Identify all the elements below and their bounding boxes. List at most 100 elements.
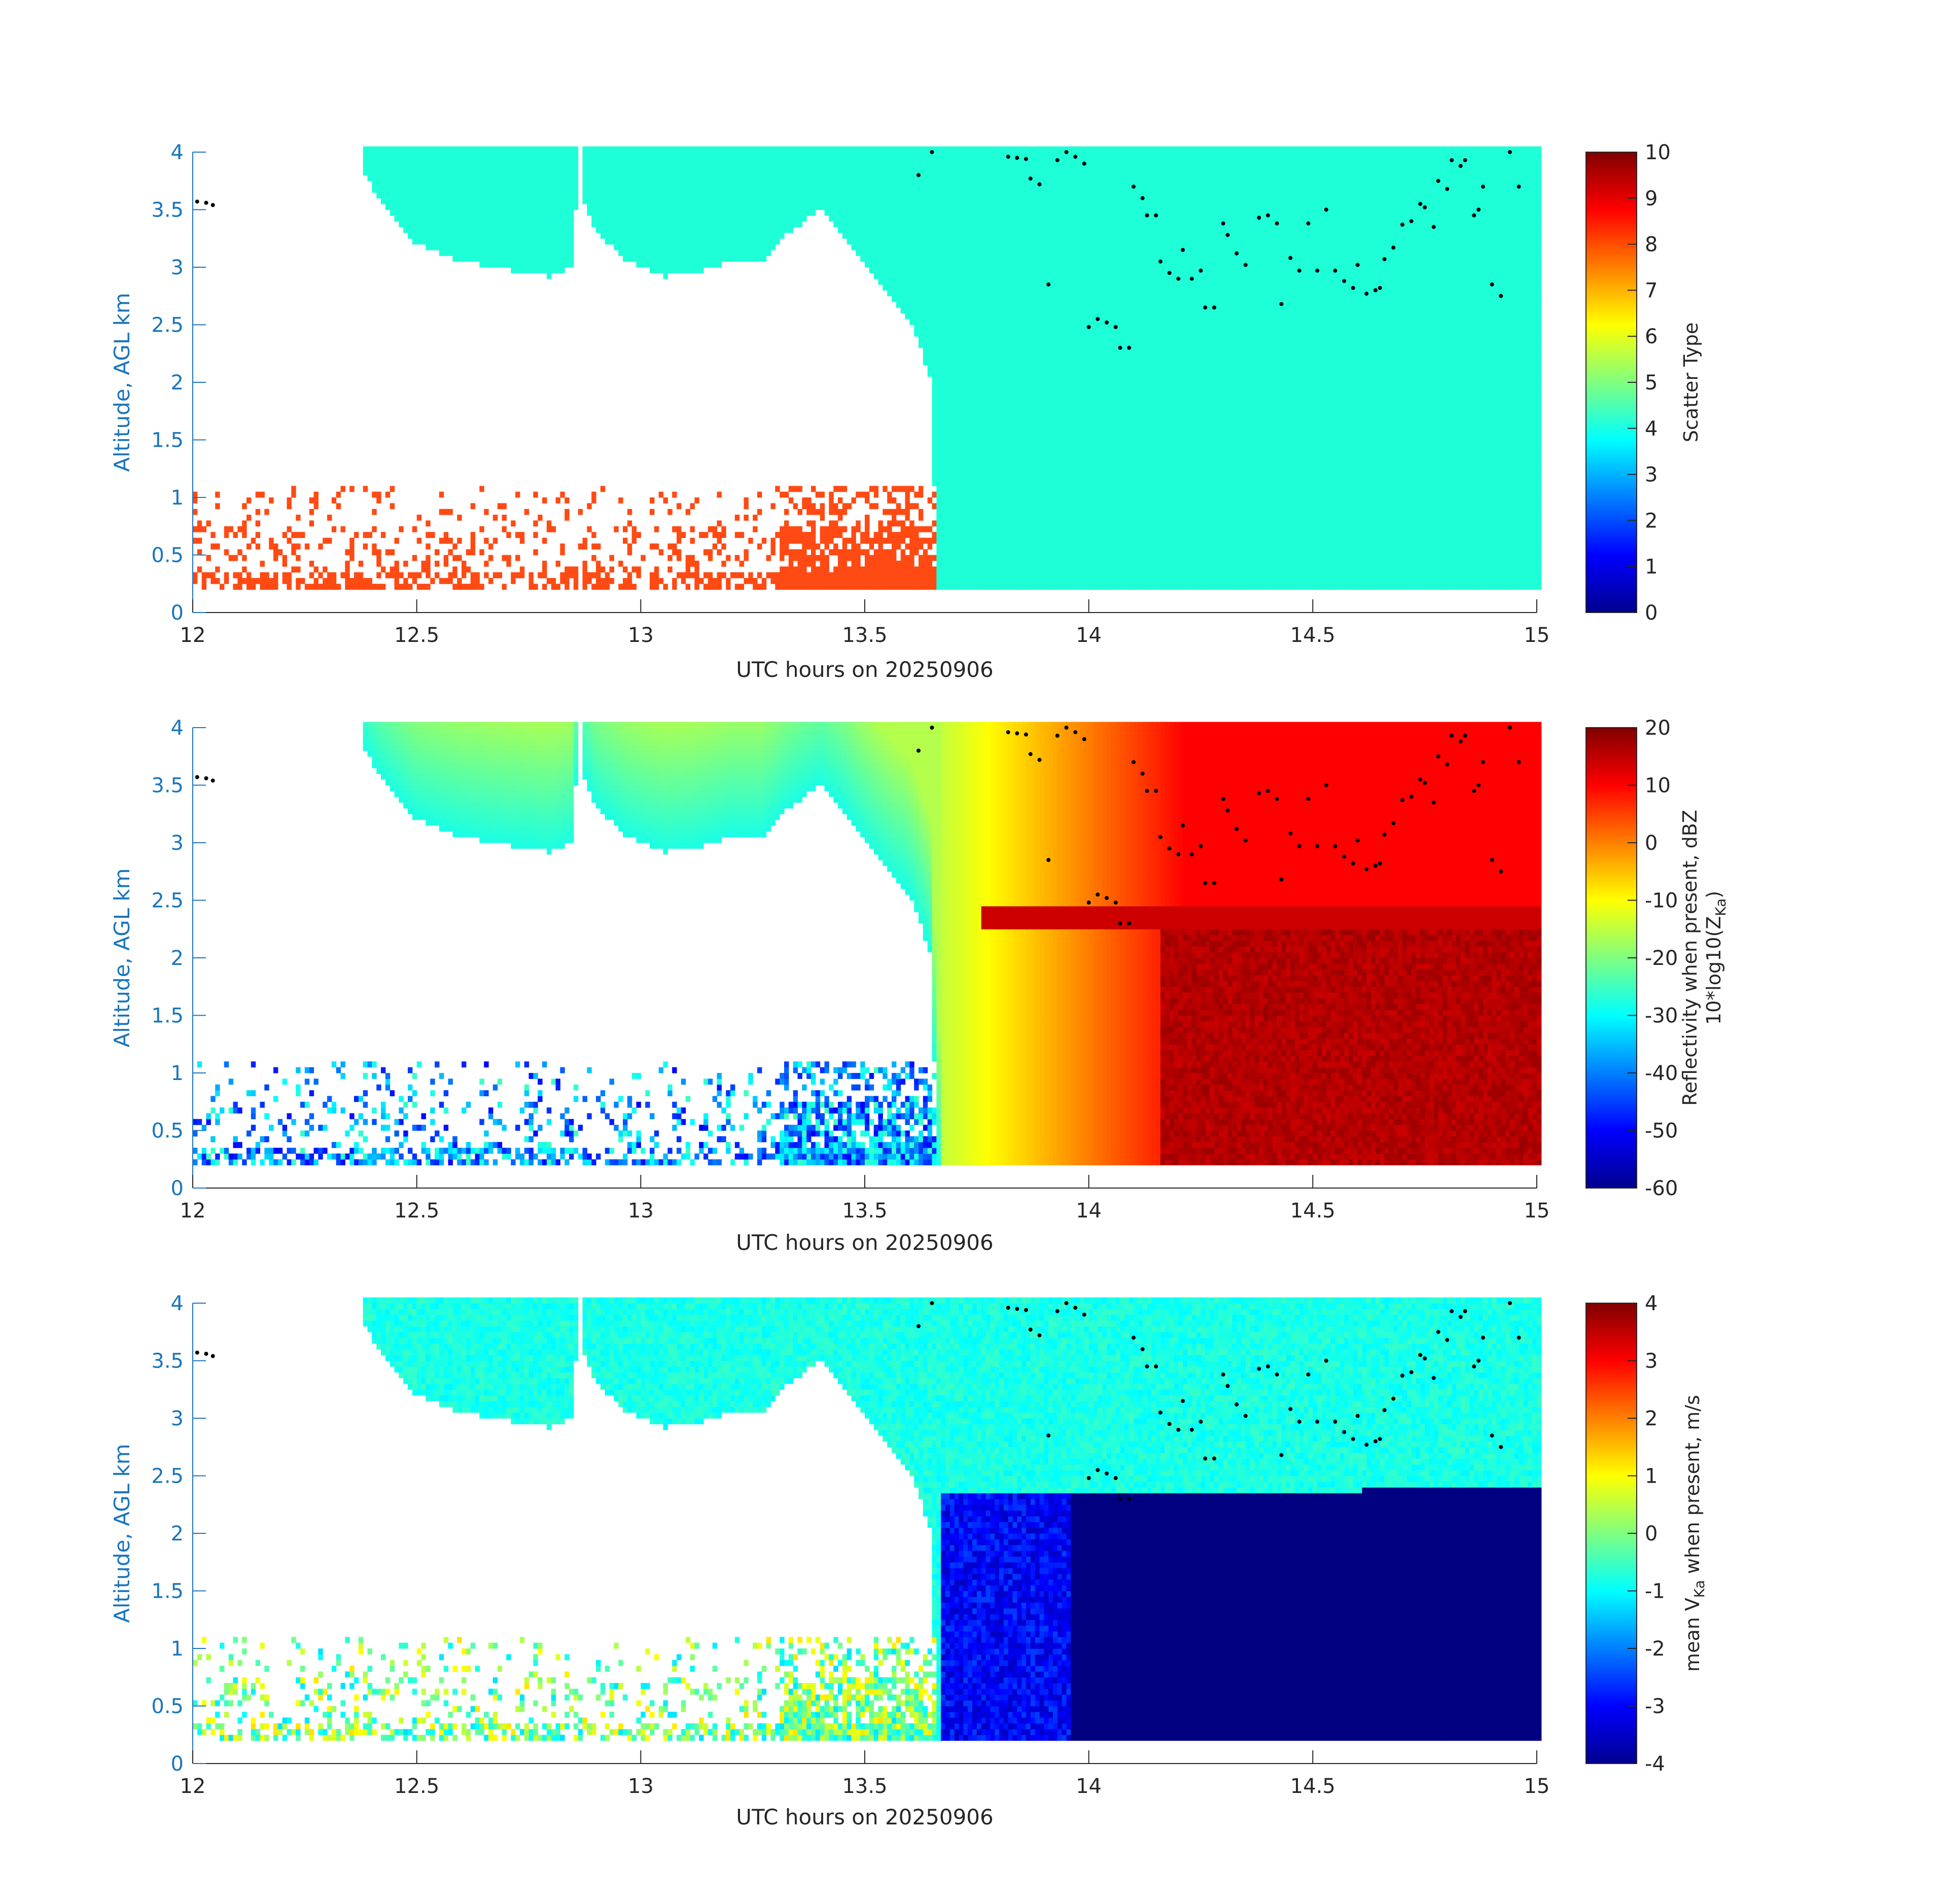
heatmap-cell <box>390 169 395 175</box>
heatmap-cell <box>484 509 488 515</box>
heatmap-cell <box>699 215 703 222</box>
heatmap-cell <box>887 526 892 532</box>
heatmap-cell <box>359 561 363 567</box>
heatmap-cell <box>878 193 883 199</box>
heatmap-cell <box>874 503 878 509</box>
heatmap-cell <box>708 233 713 239</box>
heatmap-cell <box>748 210 753 216</box>
heatmap-cell <box>735 515 739 521</box>
heatmap-cell <box>860 193 865 199</box>
heatmap-cell <box>1013 296 1017 302</box>
heatmap-cell <box>981 532 986 538</box>
heatmap-cell <box>412 215 417 222</box>
heatmap-cell <box>874 158 878 164</box>
heatmap-cell <box>659 187 663 193</box>
heatmap-cell <box>878 204 883 210</box>
heatmap-cell <box>941 319 945 325</box>
heatmap-cell <box>981 342 986 348</box>
heatmap-cell <box>986 204 991 210</box>
heatmap-cell <box>793 187 798 193</box>
heatmap-cell <box>452 227 457 233</box>
heatmap-cell <box>874 147 878 153</box>
heatmap-cell <box>336 492 341 498</box>
heatmap-cell <box>990 365 995 371</box>
heatmap-cell <box>569 233 574 239</box>
heatmap-cell <box>744 158 749 164</box>
heatmap-cell <box>376 169 381 175</box>
heatmap-cell <box>376 572 381 579</box>
heatmap-cell <box>963 371 968 377</box>
heatmap-cell <box>1013 457 1017 463</box>
heatmap-cell <box>955 486 959 492</box>
heatmap-cell <box>963 279 968 285</box>
heatmap-cell <box>753 210 757 216</box>
heatmap-cell <box>928 544 932 550</box>
heatmap-cell <box>825 572 829 579</box>
heatmap-cell <box>999 250 1004 256</box>
heatmap-cell <box>981 463 986 469</box>
heatmap-cell <box>610 221 614 227</box>
heatmap-cell <box>829 572 833 579</box>
heatmap-cell <box>444 198 448 204</box>
heatmap-cell <box>345 578 349 584</box>
heatmap-cell <box>950 331 955 337</box>
heatmap-cell <box>372 152 376 158</box>
heatmap-cell <box>757 509 762 515</box>
heatmap-cell <box>928 302 932 308</box>
heatmap-cell <box>829 181 833 187</box>
heatmap-cell <box>955 405 959 411</box>
heatmap-cell <box>1013 549 1017 555</box>
heatmap-cell <box>990 353 995 360</box>
heatmap-cell <box>542 227 547 233</box>
heatmap-cell <box>923 227 928 233</box>
heatmap-cell <box>484 561 488 567</box>
heatmap-cell <box>1017 434 1021 440</box>
heatmap-cell <box>811 175 816 181</box>
heatmap-cell <box>524 169 529 175</box>
heatmap-cell <box>627 509 632 515</box>
heatmap-cell <box>977 555 981 561</box>
heatmap-cell <box>811 193 816 199</box>
heatmap-cell <box>972 198 977 204</box>
heatmap-cell <box>932 572 937 579</box>
heatmap-cell <box>677 555 681 561</box>
heatmap-cell <box>968 394 972 400</box>
heatmap-cell <box>426 147 430 153</box>
heatmap-cell <box>838 198 842 204</box>
heatmap-cell <box>869 250 874 256</box>
heatmap-cell <box>842 210 847 216</box>
heatmap-cell <box>694 158 699 164</box>
heatmap-cell <box>717 187 722 193</box>
heatmap-cell <box>721 238 726 244</box>
heatmap-cell <box>511 181 515 187</box>
heatmap-cell <box>856 578 860 584</box>
heatmap-cell <box>856 169 860 175</box>
heatmap-cell <box>999 181 1004 187</box>
heatmap-cell <box>995 497 999 504</box>
heatmap-cell <box>1013 400 1017 406</box>
heatmap-cell <box>968 371 972 377</box>
heatmap-cell <box>816 584 820 590</box>
heatmap-cell <box>601 566 605 572</box>
heatmap-cell <box>498 164 502 170</box>
heatmap-cell <box>892 193 896 199</box>
heatmap-cell <box>936 204 941 210</box>
heatmap-cell <box>1004 227 1008 233</box>
heatmap-cell <box>551 227 556 233</box>
heatmap-cell <box>1017 463 1021 469</box>
heatmap-cell <box>990 486 995 492</box>
heatmap-cell <box>999 238 1004 244</box>
heatmap-cell <box>1021 544 1026 550</box>
heatmap-cell <box>484 181 488 187</box>
heatmap-cell <box>972 388 977 394</box>
heatmap-cell <box>941 382 945 388</box>
heatmap-cell <box>968 215 972 222</box>
heatmap-cell <box>914 331 919 337</box>
heatmap-cell <box>932 181 937 187</box>
heatmap-cell <box>945 371 950 377</box>
heatmap-cell <box>995 440 999 446</box>
heatmap-cell <box>936 215 941 222</box>
heatmap-cell <box>690 221 695 227</box>
heatmap-cell <box>430 238 435 244</box>
heatmap-cell <box>560 152 565 158</box>
